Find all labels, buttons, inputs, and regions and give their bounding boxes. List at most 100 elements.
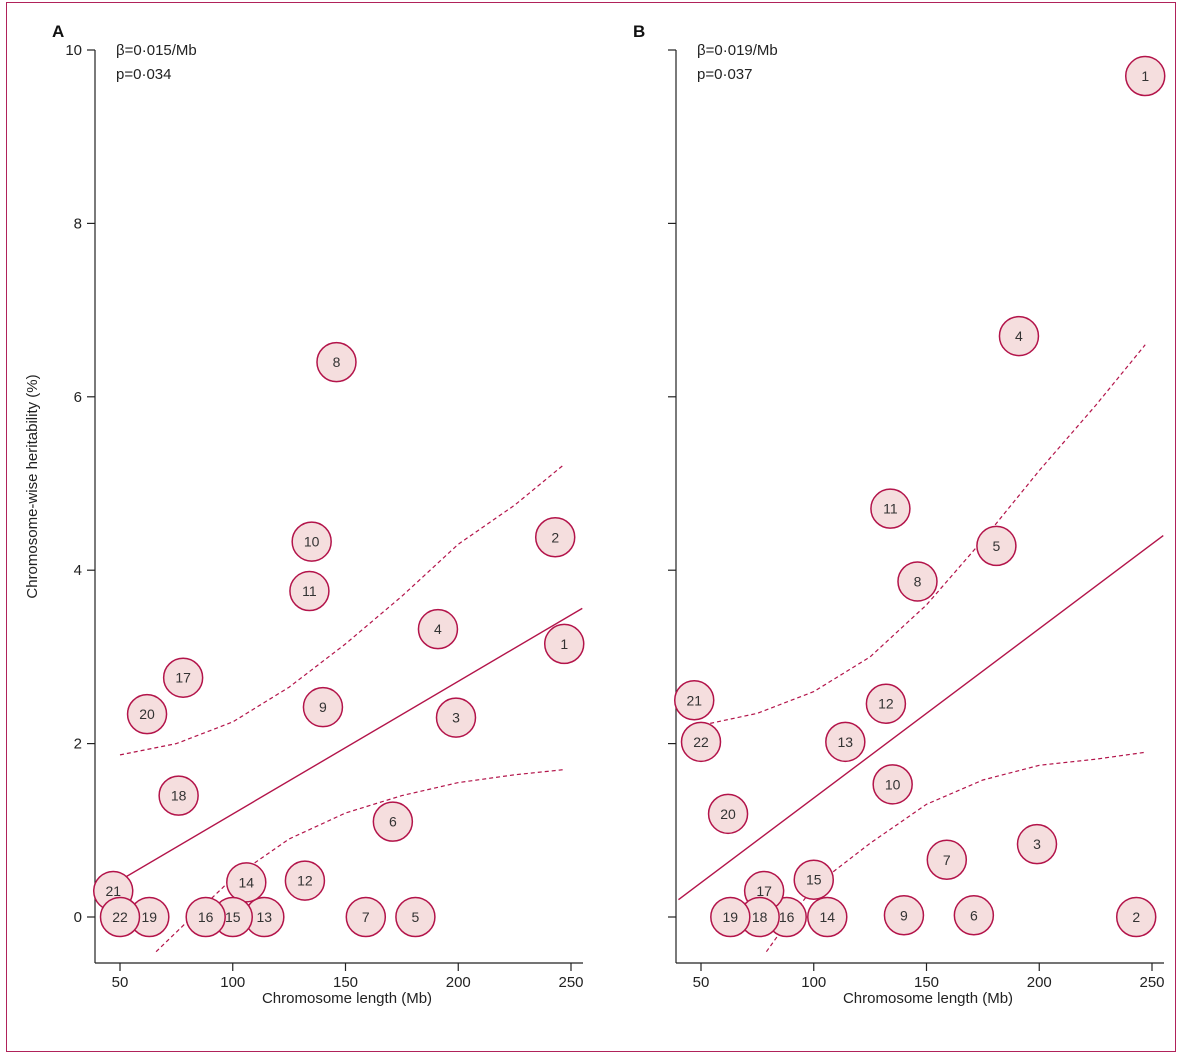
data-point: 8 [897,561,938,602]
panel-letter: A [52,22,64,41]
point-bubble [680,721,722,763]
point-label: 3 [452,710,460,726]
data-point: 12 [865,683,907,724]
y-tick-label: 0 [74,909,82,926]
point-label: 11 [302,583,317,599]
data-point: 19 [710,896,751,938]
point-bubble [543,623,585,665]
point-label: 20 [720,806,736,822]
data-point: 18 [739,896,780,938]
point-label: 9 [319,699,327,715]
point-label: 11 [883,501,898,517]
y-tick-label: 8 [74,215,82,232]
x-tick-label: 150 [914,974,939,991]
point-label: 14 [238,874,254,890]
regression-line [678,534,1164,901]
data-point: 1 [1124,55,1166,97]
point-label: 21 [686,692,702,708]
point-label: 22 [693,734,709,750]
point-bubble [372,801,414,842]
point-label: 16 [779,909,795,925]
x-tick-label: 100 [801,974,826,991]
x-tick-label: 200 [1027,974,1052,991]
point-bubble [417,608,459,650]
data-point: 14 [226,862,267,903]
point-bubble [710,896,751,938]
ci-upper-curve [119,463,565,756]
ci-lower-curve [765,751,1146,953]
data-point: 10 [291,521,332,562]
x-tick-label: 250 [558,974,583,991]
data-point: 20 [126,693,168,735]
data-point: 18 [158,775,199,816]
point-bubble [395,896,436,938]
panel-a: 0 2 4 6 8 10 50 100 150 200 250 Chromosome length (… [24,22,585,1007]
point-label: 16 [198,909,214,925]
data-point: 22 [680,721,722,763]
point-label: 7 [943,852,951,868]
point-label: 1 [560,636,568,652]
point-bubble [807,896,848,938]
point-bubble [99,896,141,938]
data-point: 7 [926,839,968,881]
point-bubble [793,859,834,900]
panel-letter: B [633,22,645,41]
point-bubble [345,896,387,938]
point-bubble [126,693,168,735]
data-point: 8 [316,341,357,383]
point-label: 4 [434,621,442,637]
point-label: 7 [362,909,370,925]
x-axis-title: Chromosome length (Mb) [262,990,432,1007]
point-label: 17 [756,883,772,899]
p-value-annotation: p=0·037 [697,66,752,83]
data-point: 6 [953,895,995,936]
point-bubble [1016,823,1058,865]
point-bubble [291,521,332,562]
point-bubble [1124,55,1166,97]
data-point: 3 [435,697,477,738]
point-bubble [998,315,1040,357]
point-bubble [872,764,913,805]
data-point: 21 [673,680,715,721]
data-point: 9 [883,895,925,936]
x-tick-label: 100 [220,974,245,991]
point-label: 14 [819,909,835,925]
data-point: 11 [870,488,911,529]
data-point: 2 [1115,896,1157,938]
point-label: 22 [112,909,128,925]
data-point: 4 [417,608,459,650]
point-label: 19 [723,909,739,925]
beta-annotation: β=0·015/Mb [116,42,197,59]
point-label: 20 [139,706,155,722]
point-bubble [162,657,204,698]
point-label: 15 [225,909,241,925]
data-point: 1 [543,623,585,665]
data-point: 22 [99,896,141,938]
data-point: 4 [998,315,1040,357]
beta-annotation: β=0·019/Mb [697,42,778,59]
point-bubble [897,561,938,602]
data-point: 14 [807,896,848,938]
point-bubble [825,721,866,763]
data-point: 15 [793,859,834,900]
point-label: 4 [1015,328,1023,344]
point-label: 1 [1141,68,1149,84]
point-label: 13 [257,909,273,925]
data-point: 6 [372,801,414,842]
point-bubble [185,896,226,938]
x-tick-label: 50 [112,974,129,991]
data-point: 3 [1016,823,1058,865]
point-label: 6 [970,907,978,923]
data-point: 10 [872,764,913,805]
chart-svg: 0 2 4 6 8 10 50 100 150 200 250 Chromosome length (… [24,22,1166,1007]
point-label: 17 [175,670,191,686]
data-point: 5 [395,896,436,938]
point-label: 2 [1132,909,1140,925]
point-bubble [435,697,477,738]
y-tick-label: 4 [74,562,82,579]
p-value-annotation: p=0·034 [116,66,171,83]
y-tick-label: 2 [74,736,82,753]
y-tick-label: 10 [65,42,82,59]
point-label: 10 [304,534,320,550]
x-tick-label: 150 [333,974,358,991]
